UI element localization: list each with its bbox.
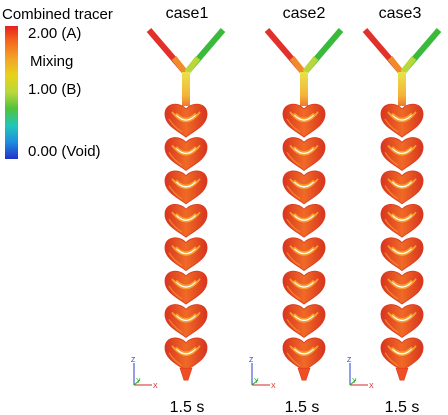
inlet-a-transition [387,56,404,74]
mixing-highlight [384,185,399,200]
channel-obstacle [171,311,201,323]
channel-obstacle [387,345,417,357]
mixing-stem [182,72,190,106]
inlet-b-transition [302,56,319,74]
mixing-highlight [286,185,301,200]
axis-y-line [251,379,259,386]
axis-z-label: Z [131,357,136,364]
inlet-a-transition [171,56,188,74]
channel-obstacle [171,144,201,156]
color-legend: Combined tracer 2.00 (A) Mixing 1.00 (B)… [2,6,113,160]
channel-obstacle [387,178,417,190]
channel-obstacle [171,245,201,256]
time-label: 1.5 s [170,399,205,415]
mixing-highlight [168,319,183,333]
axis-triad: Z Y X [249,357,276,390]
mixing-highlight [384,352,399,367]
axis-y-label: Y [136,378,141,385]
axis-y-label: Y [254,378,259,385]
mixing-highlight [384,252,399,267]
mixing-highlight [286,319,301,333]
channel-obstacle [289,211,319,223]
axis-triad: Z Y X [131,357,158,390]
axis-x-label: X [369,383,374,390]
mixing-highlight [286,218,301,233]
mixing-highlight [286,352,301,367]
mixing-highlight [384,218,399,233]
legend-tick-label: Mixing [30,53,73,70]
mixing-highlight [286,118,301,133]
axis-y-label: Y [352,378,357,385]
channel-obstacle [387,311,417,323]
axis-y-line [133,379,141,386]
mixing-highlight [168,285,183,300]
legend-tick-label: 1.00 (B) [28,81,81,98]
mixing-highlight [168,252,183,267]
channel-obstacle [171,178,201,190]
mixing-highlight [286,285,301,300]
case-panel: Z Y X [249,28,344,390]
mixing-highlight [384,152,399,166]
case-title: case2 [283,5,326,22]
mixing-highlight [286,252,301,267]
mixing-highlight [384,118,399,133]
axis-x-label: X [271,383,276,390]
axis-x-label: X [153,383,158,390]
channel-obstacle [171,278,201,290]
inlet-b-transition [400,56,417,74]
channel-obstacle [289,245,319,256]
channel-obstacle [387,278,417,290]
legend-tick-label: 0.00 (Void) [28,143,101,160]
mixing-highlight [168,118,183,133]
channel-obstacle [289,144,319,156]
inlet-b-transition [184,56,201,74]
channel-obstacle [387,211,417,223]
case-panel: Z Y X [131,28,226,390]
channel-obstacle [289,178,319,190]
mixing-highlight [168,218,183,233]
channel-obstacle [387,144,417,156]
channel-obstacle [289,111,319,123]
case-title: case3 [379,5,422,22]
time-label: 1.5 s [285,399,320,415]
legend-title: Combined tracer [2,6,113,23]
legend-color-bar [5,26,18,159]
legend-tick-label: 2.00 (A) [28,25,81,42]
outlet-channel [395,367,409,381]
mixing-highlight [168,185,183,200]
channel-obstacle [387,111,417,123]
axis-z-label: Z [347,357,352,364]
outlet-channel [297,367,311,381]
channel-obstacle [171,345,201,357]
mixing-highlight [384,319,399,333]
channel-obstacle [289,311,319,323]
channel-obstacle [289,345,319,357]
mixing-highlight [384,285,399,300]
mixing-highlight [168,152,183,166]
channel-obstacle [171,111,201,123]
inlet-a-transition [289,56,306,74]
axis-y-line [349,379,357,386]
axis-z-label: Z [249,357,254,364]
mixing-stem [398,72,406,106]
time-label: 1.5 s [385,399,420,415]
outlet-channel [179,367,193,381]
mixing-highlight [286,152,301,166]
channel-obstacle [171,211,201,223]
channel-obstacle [289,278,319,290]
axis-triad: Z Y X [347,357,374,390]
mixing-stem [300,72,308,106]
case-title: case1 [166,5,209,22]
channel-obstacle [387,245,417,256]
case-panel: Z Y X [347,28,442,390]
mixing-highlight [168,352,183,367]
